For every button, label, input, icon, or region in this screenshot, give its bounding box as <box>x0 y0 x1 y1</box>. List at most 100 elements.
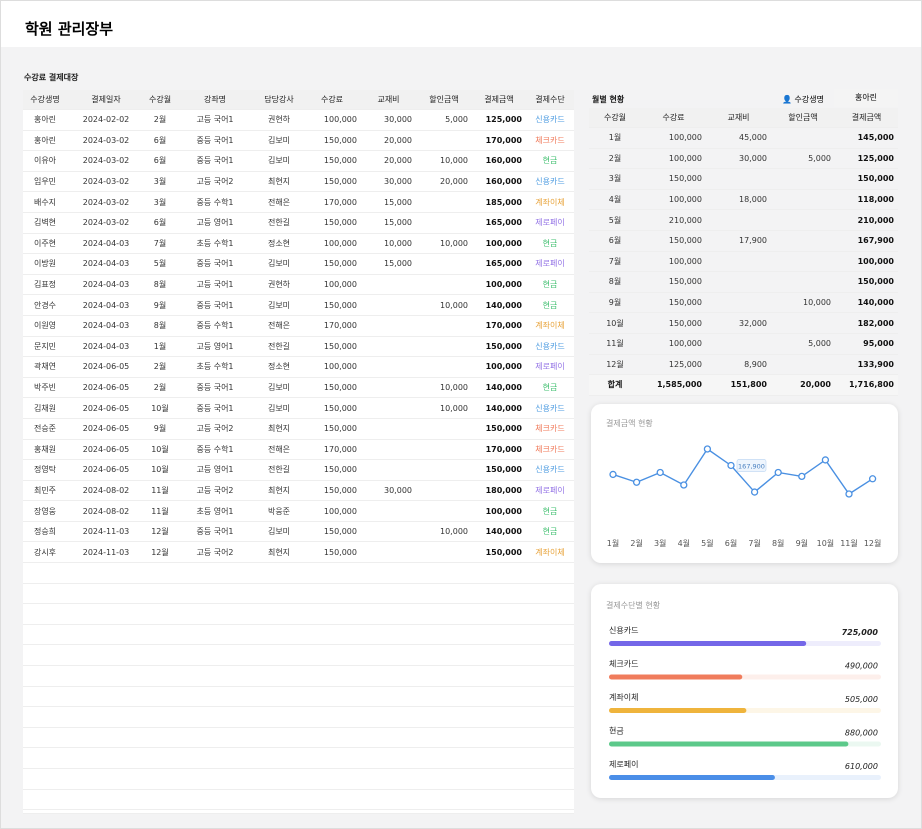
cell <box>255 644 303 667</box>
cell: 118,000 <box>835 189 898 211</box>
header: 학원 관리장부 <box>1 1 921 47</box>
cell: 전해은 <box>255 191 303 213</box>
filter-value[interactable]: 홍아린 <box>834 89 898 107</box>
ledger-row: 이방원 2024-04-03 5월 중등 국어1 김보미 150,000 15,000 165… <box>23 253 574 275</box>
empty-row <box>23 686 574 708</box>
cell: 전승준 <box>23 418 67 440</box>
cell <box>361 727 416 749</box>
x-tick-label: 11월 <box>840 538 858 548</box>
cell: 합계 <box>589 374 641 396</box>
cell <box>526 624 574 646</box>
cell: 30,000 <box>361 171 416 193</box>
cell: 이주현 <box>23 233 67 255</box>
cell <box>416 191 472 213</box>
tooltip <box>736 459 767 472</box>
empty-row <box>23 727 574 749</box>
cell <box>416 706 472 728</box>
cell: 170,000 <box>303 439 361 461</box>
cell: 100,000 <box>835 251 898 273</box>
cell <box>416 686 472 708</box>
cell: 10,000 <box>416 294 472 316</box>
cell: 160,000 <box>472 171 526 193</box>
category-label: 체크카드 <box>609 659 638 669</box>
cell: 140,000 <box>835 292 898 314</box>
cell <box>526 686 574 708</box>
cell <box>706 251 771 273</box>
cell: 100,000 <box>472 356 526 378</box>
column-header: 수강월 <box>589 108 641 128</box>
cell: 최현지 <box>255 541 303 564</box>
ledger-row: 이주현 2024-04-03 7월 초등 수학1 정소현 100,000 10,000 10,… <box>23 233 574 255</box>
cell: 김보미 <box>255 521 303 543</box>
cell: 100,000 <box>303 500 361 522</box>
cell <box>67 603 145 625</box>
cell: 권현하 <box>255 109 303 131</box>
point <box>798 472 806 481</box>
cell <box>416 768 472 790</box>
cell <box>416 603 472 625</box>
cell: 신용카드 <box>526 109 574 131</box>
cell: 2024-06-05 <box>67 439 145 461</box>
cell: 중등 수학1 <box>175 439 255 461</box>
cell <box>361 665 416 687</box>
ledger-row: 곽채연 2024-06-05 2월 초등 수학1 정소현 100,000 100,000 제로… <box>23 356 574 378</box>
ledger-title: 수강료 결제대장 <box>24 73 79 82</box>
cell <box>67 747 145 769</box>
ledger-row: 임우민 2024-03-02 3월 고등 국어2 최현지 150,000 30,000 20,… <box>23 171 574 193</box>
cell <box>23 768 67 790</box>
cell <box>771 251 835 273</box>
cell <box>472 727 526 749</box>
column-header: 결제금액 <box>835 108 898 128</box>
header-row: 수강생명 결제일자 수강월 강좌명 담당강사 수강료 교재비 할인금액 결제금액 결제수단 <box>23 90 574 110</box>
column-header: 교재비 <box>706 108 771 128</box>
cell: 초등 수학1 <box>175 233 255 255</box>
bar <box>609 775 775 780</box>
cell <box>526 747 574 769</box>
ledger-row: 김벽현 2024-03-02 6월 고등 영어1 전한길 150,000 15,000 165… <box>23 212 574 234</box>
x-tick-label: 2월 <box>630 538 642 548</box>
cell: 18,000 <box>706 189 771 211</box>
cell: 고등 국어2 <box>175 541 255 564</box>
column-header: 강좌명 <box>175 90 255 110</box>
cell: 151,800 <box>706 374 771 396</box>
monthly-row: 6월 150,000 17,900 167,900 <box>589 230 898 252</box>
ledger-table: 수강생명 결제일자 수강월 강좌명 담당강사 수강료 교재비 할인금액 결제금액 결제수단 홍아린 2… <box>23 90 574 828</box>
line-chart: 결제금액 현황 1월 2월 3월 4월 5월 6월 167,900 7월 8월 9월 10월 11월 1… <box>606 418 881 548</box>
cell <box>175 562 255 584</box>
cell: 150,000 <box>472 418 526 440</box>
cell <box>771 271 835 293</box>
cell: 강시후 <box>23 541 67 564</box>
cell <box>416 130 472 152</box>
cell: 전한길 <box>255 212 303 234</box>
cell <box>303 768 361 790</box>
cell: 박웅준 <box>255 500 303 522</box>
cell <box>361 274 416 296</box>
value-label: 610,000 <box>845 762 878 771</box>
cell <box>361 294 416 316</box>
cell: 이원영 <box>23 315 67 337</box>
cell: 김벽현 <box>23 212 67 234</box>
cell <box>416 665 472 687</box>
empty-row <box>23 706 574 728</box>
cell <box>706 333 771 355</box>
cell: 중등 수학1 <box>175 191 255 213</box>
cell: 5,000 <box>771 333 835 355</box>
cell <box>255 789 303 811</box>
value-label: 505,000 <box>845 695 878 704</box>
cell: 3월 <box>145 191 175 213</box>
cell: 5월 <box>145 253 175 275</box>
cell: 초등 영어1 <box>175 500 255 522</box>
header-row: 수강월 수강료 교재비 할인금액 결제금액 <box>589 108 898 128</box>
value-label: 880,000 <box>845 729 878 738</box>
cell: 100,000 <box>641 333 706 355</box>
cell <box>145 603 175 625</box>
monthly-row: 9월 150,000 10,000 140,000 <box>589 292 898 314</box>
cell <box>771 354 835 376</box>
cell: 중등 국어1 <box>175 377 255 399</box>
cell <box>771 209 835 231</box>
cell: 32,000 <box>706 312 771 334</box>
cell: 고등 국어2 <box>175 480 255 502</box>
cell <box>67 768 145 790</box>
ledger-row: 정승희 2024-11-03 12월 중등 국어1 김보미 150,000 10,000 14… <box>23 521 574 543</box>
